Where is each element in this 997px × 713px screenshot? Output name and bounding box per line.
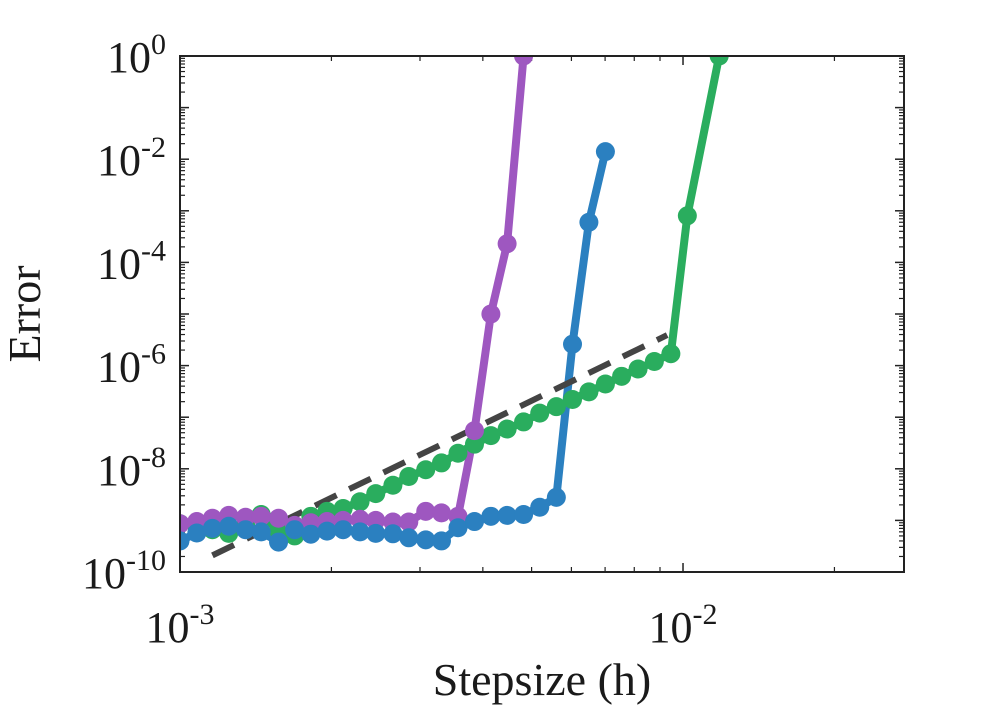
series-point-green <box>579 382 599 402</box>
series-point-blue <box>317 521 337 541</box>
y-tick-label: 10-10 <box>82 544 166 598</box>
series-point-blue <box>269 532 289 552</box>
plot-frame <box>179 55 905 573</box>
series-point-purple <box>431 503 451 523</box>
series-point-blue <box>187 523 207 543</box>
series-point-blue <box>464 512 484 532</box>
series-point-purple <box>481 304 501 324</box>
series-point-green <box>497 419 517 439</box>
series-point-green <box>448 443 468 463</box>
series-point-green <box>530 403 550 423</box>
x-tick-label: 10-3 <box>146 598 215 652</box>
series-point-green <box>661 344 681 364</box>
series-point-blue <box>399 528 419 548</box>
series-point-green <box>546 397 566 417</box>
series-point-purple <box>269 508 289 528</box>
series-point-purple <box>464 421 484 441</box>
series-point-blue <box>180 531 190 551</box>
series-point-purple <box>180 514 190 534</box>
series-point-green <box>612 366 632 386</box>
y-tick-label: 100 <box>107 28 166 82</box>
series-point-green <box>431 453 451 473</box>
series-point-green <box>464 434 484 454</box>
series-point-blue <box>202 518 222 538</box>
plot-area <box>180 56 904 572</box>
series-point-blue <box>431 531 451 551</box>
series-point-green <box>366 484 386 504</box>
y-tick-label: 10-4 <box>97 234 166 288</box>
series-point-blue <box>350 522 370 542</box>
y-tick-label: 10-6 <box>97 338 166 392</box>
series-point-blue <box>416 530 436 550</box>
series-point-blue <box>514 505 534 525</box>
series-point-green <box>383 475 403 495</box>
series-point-blue <box>251 522 271 542</box>
series-point-purple <box>366 510 386 530</box>
y-axis-label: Error <box>0 265 50 362</box>
series-point-green <box>709 56 729 66</box>
series-point-green <box>350 492 370 512</box>
series-point-blue <box>563 334 583 354</box>
series-point-purple <box>251 506 271 526</box>
series-point-green <box>677 206 697 226</box>
series-point-green <box>416 460 436 480</box>
series-point-blue <box>595 142 615 162</box>
series-point-green <box>595 374 615 394</box>
series-point-blue <box>285 520 305 540</box>
series-point-purple <box>497 234 517 254</box>
y-tick-label: 10-2 <box>97 131 166 185</box>
series-point-green <box>563 390 583 410</box>
series-point-purple <box>399 512 419 532</box>
series-point-blue <box>481 506 501 526</box>
series-point-purple <box>514 56 534 66</box>
series-point-green <box>399 466 419 486</box>
series-point-blue <box>333 520 353 540</box>
series-point-blue <box>383 524 403 544</box>
series-point-green <box>644 352 664 372</box>
y-tick-label: 10-8 <box>97 441 166 495</box>
series-point-purple <box>416 501 436 521</box>
series-point-blue <box>530 497 550 517</box>
series-point-blue <box>546 487 566 507</box>
x-axis-label: Stepsize (h) <box>433 654 651 705</box>
series-point-blue <box>448 518 468 538</box>
series-layer <box>180 56 729 559</box>
series-point-green <box>628 359 648 379</box>
x-tick-label: 10-2 <box>649 598 718 652</box>
series-point-green <box>514 412 534 432</box>
series-point-blue <box>579 212 599 232</box>
series-point-blue <box>219 516 239 536</box>
series-point-blue <box>497 505 517 525</box>
series-point-blue <box>236 520 256 540</box>
series-point-blue <box>301 524 321 544</box>
series-point-blue <box>366 523 386 543</box>
series-point-green <box>481 426 501 446</box>
